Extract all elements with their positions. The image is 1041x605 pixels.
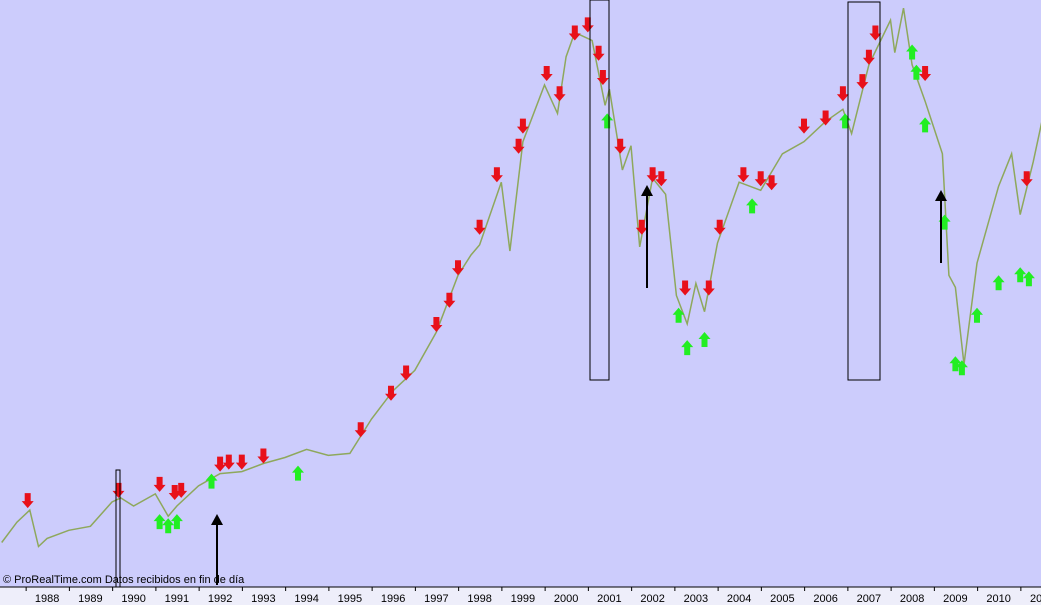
sell-signal xyxy=(21,493,34,509)
x-tick-label: 1996 xyxy=(381,593,405,605)
x-tick-label: 1995 xyxy=(338,593,362,605)
sell-signal xyxy=(655,171,668,187)
buy-signal xyxy=(698,332,711,347)
sell-signal xyxy=(679,280,692,296)
sell-signal xyxy=(516,118,529,134)
annotation-arrows xyxy=(211,185,947,585)
sell-signal xyxy=(400,365,413,381)
period-box xyxy=(115,469,121,588)
buy-signal xyxy=(949,356,962,372)
buy-signal xyxy=(672,307,685,323)
buy-signal xyxy=(153,514,166,530)
annotation-arrowhead xyxy=(641,185,653,196)
sell-signal xyxy=(819,110,832,126)
sell-signal xyxy=(153,476,166,492)
x-tick-label: 1994 xyxy=(294,593,318,605)
sell-signal xyxy=(512,138,525,154)
x-tick-label: 1988 xyxy=(35,593,59,605)
sell-signal xyxy=(836,86,849,102)
footer-text: © ProRealTime.com Datos recibidos en fin… xyxy=(3,574,245,586)
buy-signal xyxy=(919,117,932,133)
sell-signal xyxy=(592,45,605,61)
buy-signal xyxy=(292,465,304,481)
x-tick-label: 2005 xyxy=(770,593,794,605)
x-tick-label: 2009 xyxy=(943,593,967,605)
sell-signal xyxy=(581,17,594,33)
sell-signal xyxy=(869,25,882,41)
sell-signal xyxy=(490,167,503,183)
buy-signal xyxy=(1014,267,1027,283)
x-axis-strip xyxy=(0,587,1041,605)
buy-signal xyxy=(746,198,759,214)
x-tick-label: 1992 xyxy=(208,593,232,605)
sell-signal xyxy=(919,66,932,81)
x-tick-label: 2008 xyxy=(900,593,924,605)
sell-signal xyxy=(798,118,810,134)
buy-signal xyxy=(910,64,923,80)
sell-signal xyxy=(862,49,875,65)
series-layer xyxy=(1,7,1041,548)
x-tick-label: 1989 xyxy=(78,593,102,605)
buy-signal xyxy=(601,113,614,129)
sell-signal xyxy=(765,175,778,191)
sell-signal xyxy=(646,167,659,183)
sell-signal xyxy=(635,219,648,235)
annotation-arrowhead xyxy=(935,190,947,201)
sell-signal xyxy=(214,456,227,472)
x-tick-label: 2011 xyxy=(1030,593,1041,605)
sell-signal xyxy=(385,385,397,401)
buy-signal xyxy=(971,307,983,323)
sell-signal xyxy=(452,260,464,276)
sell-signal xyxy=(235,454,248,470)
sell-signal xyxy=(257,448,270,464)
x-tick-label: 2003 xyxy=(684,593,708,605)
sell-signal xyxy=(568,25,581,41)
x-tick-label: 1999 xyxy=(511,593,535,605)
sell-signal xyxy=(553,86,566,102)
sell-signal xyxy=(168,485,181,500)
x-tick-label: 1991 xyxy=(165,593,189,605)
buy-signal xyxy=(992,275,1005,291)
x-tick-label: 1997 xyxy=(424,593,448,605)
buy-signal xyxy=(162,518,175,534)
sell-signal xyxy=(614,138,627,154)
x-tick-label: 2000 xyxy=(554,593,578,605)
x-tick-label: 2002 xyxy=(640,593,664,605)
buy-signal xyxy=(170,514,183,530)
sell-signal xyxy=(540,66,553,81)
sell-signal xyxy=(354,422,367,438)
x-tick-label: 1993 xyxy=(251,593,275,605)
sell-signal xyxy=(1020,171,1033,187)
sell-signal xyxy=(713,219,726,235)
buy-signal xyxy=(906,44,919,60)
x-tick-label: 2010 xyxy=(986,593,1010,605)
buy-signal xyxy=(205,473,218,489)
buy-signal xyxy=(1022,271,1035,287)
sell-signal xyxy=(702,280,715,296)
x-tick-label: 1998 xyxy=(467,593,491,605)
x-tick-label: 2007 xyxy=(857,593,881,605)
period-box xyxy=(847,1,881,381)
sell-signal xyxy=(596,70,609,85)
sell-signal xyxy=(737,167,750,183)
buy-signal xyxy=(681,340,694,356)
sell-signal xyxy=(430,317,443,332)
sell-signal xyxy=(856,74,869,90)
x-tick-label: 1990 xyxy=(121,593,145,605)
sell-signal xyxy=(175,482,188,498)
sell-signal xyxy=(443,292,456,308)
sell-signal xyxy=(473,219,486,235)
sell-signal xyxy=(754,171,767,187)
plot-background xyxy=(0,0,1041,587)
period-box xyxy=(589,0,610,381)
annotation-arrowhead xyxy=(211,514,223,525)
sell-signal xyxy=(222,454,235,470)
buy-signal xyxy=(955,360,968,376)
x-tick-label: 2001 xyxy=(597,593,621,605)
x-tick-label: 2004 xyxy=(727,593,751,605)
x-tick-label: 2006 xyxy=(813,593,837,605)
